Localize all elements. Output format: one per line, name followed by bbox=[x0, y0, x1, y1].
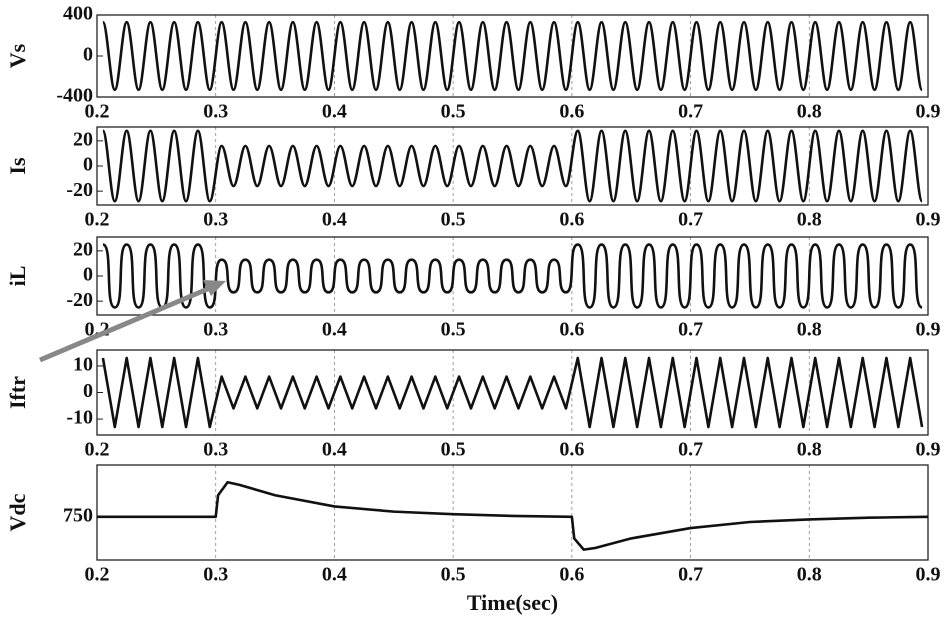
trace bbox=[101, 20, 924, 92]
x-tick-label: 0.9 bbox=[916, 319, 941, 341]
x-tick-label: 0.3 bbox=[203, 319, 228, 341]
plot-frame bbox=[96, 464, 929, 561]
x-tick-label: 0.2 bbox=[85, 564, 110, 586]
x-tick-label: 0.8 bbox=[797, 439, 822, 461]
y-tick-label: 750 bbox=[63, 504, 93, 526]
x-tick-label: 0.5 bbox=[441, 439, 466, 461]
x-tick-label: 0.6 bbox=[559, 564, 584, 586]
x-tick-label: 0.9 bbox=[916, 101, 941, 123]
trace bbox=[101, 129, 924, 203]
y-axis-label: Is bbox=[5, 157, 30, 175]
y-tick-label: 0 bbox=[83, 264, 93, 286]
y-tick-label: -20 bbox=[66, 179, 93, 201]
y-tick-label: 20 bbox=[73, 238, 93, 260]
x-tick-label: 0.5 bbox=[441, 209, 466, 231]
x-tick-label: 0.4 bbox=[322, 564, 347, 586]
y-tick-label: 20 bbox=[73, 128, 93, 150]
x-tick-label: 0.7 bbox=[678, 439, 703, 461]
x-tick-label: 0.5 bbox=[441, 319, 466, 341]
x-tick-label: 0.5 bbox=[441, 101, 466, 123]
trace bbox=[101, 356, 924, 429]
x-tick-label: 0.7 bbox=[678, 319, 703, 341]
y-axis-label: Vdc bbox=[5, 493, 30, 531]
x-tick-label: 0.2 bbox=[85, 209, 110, 231]
x-tick-label: 0.4 bbox=[322, 101, 347, 123]
x-tick-label: 0.6 bbox=[559, 101, 584, 123]
y-tick-label: 0 bbox=[83, 380, 93, 402]
plot-frame bbox=[96, 14, 929, 98]
x-tick-label: 0.8 bbox=[797, 209, 822, 231]
x-tick-label: 0.8 bbox=[797, 101, 822, 123]
plot-frame bbox=[96, 236, 929, 316]
x-tick-label: 0.4 bbox=[322, 439, 347, 461]
x-tick-label: 0.3 bbox=[203, 439, 228, 461]
arrow-head bbox=[203, 280, 226, 296]
y-axis-label: Iftr bbox=[5, 376, 30, 409]
x-tick-label: 0.6 bbox=[559, 439, 584, 461]
trace bbox=[97, 480, 929, 551]
plot-frame bbox=[96, 126, 929, 206]
x-tick-label: 0.4 bbox=[322, 319, 347, 341]
y-tick-label: 0 bbox=[83, 44, 93, 66]
y-tick-label: -20 bbox=[66, 289, 93, 311]
x-tick-label: 0.9 bbox=[916, 209, 941, 231]
x-tick-label: 0.4 bbox=[322, 209, 347, 231]
x-tick-label: 0.9 bbox=[916, 564, 941, 586]
y-axis-label: Vs bbox=[5, 43, 30, 68]
plot-frame bbox=[96, 349, 929, 436]
arrow-shaft bbox=[39, 285, 211, 363]
x-tick-label: 0.3 bbox=[203, 564, 228, 586]
x-tick-label: 0.7 bbox=[678, 209, 703, 231]
y-axis-label: iL bbox=[5, 266, 30, 287]
x-tick-label: 0.7 bbox=[678, 101, 703, 123]
trace bbox=[102, 243, 923, 309]
x-tick-label: 0.5 bbox=[441, 564, 466, 586]
x-tick-label: 0.7 bbox=[678, 564, 703, 586]
y-tick-label: 400 bbox=[63, 3, 93, 25]
x-tick-label: 0.8 bbox=[797, 564, 822, 586]
y-tick-label: 0 bbox=[83, 154, 93, 176]
y-tick-label: -10 bbox=[66, 407, 93, 429]
x-tick-label: 0.3 bbox=[203, 209, 228, 231]
x-tick-label: 0.9 bbox=[916, 439, 941, 461]
x-axis-label: Time(sec) bbox=[467, 590, 558, 615]
y-tick-label: -400 bbox=[56, 85, 93, 107]
x-tick-label: 0.6 bbox=[559, 319, 584, 341]
y-tick-label: 10 bbox=[73, 354, 93, 376]
x-tick-label: 0.6 bbox=[559, 209, 584, 231]
annotation-arrow bbox=[39, 280, 226, 363]
x-tick-label: 0.3 bbox=[203, 101, 228, 123]
x-tick-label: 0.8 bbox=[797, 319, 822, 341]
x-tick-label: 0.2 bbox=[85, 101, 110, 123]
x-tick-label: 0.2 bbox=[85, 439, 110, 461]
